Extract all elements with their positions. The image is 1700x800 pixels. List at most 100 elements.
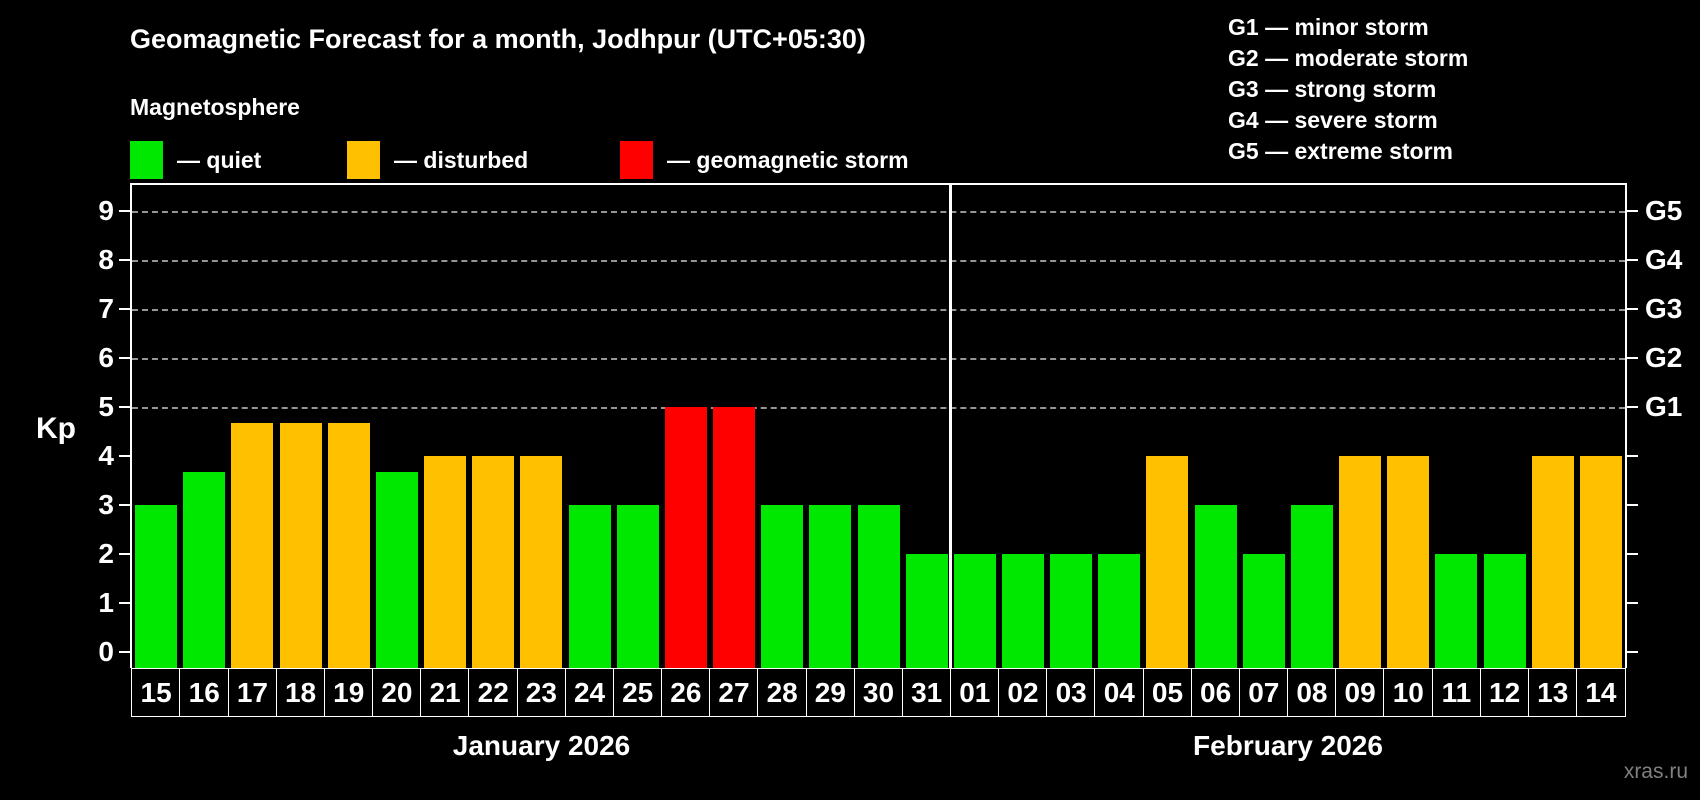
right-tick <box>1625 406 1638 408</box>
kp-bar-day-09 <box>1339 456 1382 668</box>
day-label-02: 02 <box>998 668 1048 717</box>
kp-bar-day-10 <box>1387 456 1430 668</box>
day-label-19: 19 <box>323 668 374 717</box>
kp-bar-day-04 <box>1098 554 1141 668</box>
kp-bar-day-18 <box>279 423 322 668</box>
gridline-kp8 <box>132 260 1625 262</box>
x-axis-day-labels: 15 16 17 18 19 20 21 22 23 24 25 26 27 28 29 30 31 01 02 03… <box>131 668 1626 717</box>
y-tick <box>119 651 132 653</box>
day-label-26: 26 <box>661 668 711 717</box>
kp-bar-day-21 <box>424 456 467 668</box>
g-level-label-g5: G5 <box>1645 195 1683 226</box>
day-label-11: 11 <box>1431 668 1482 717</box>
y-tick <box>119 308 132 310</box>
kp-bar-day-16 <box>183 472 226 668</box>
y-tick <box>119 455 132 457</box>
kp-bar-day-28 <box>761 505 804 668</box>
day-label-06: 06 <box>1190 668 1241 717</box>
g-legend-line: G1 — minor storm <box>1228 14 1429 40</box>
day-label-25: 25 <box>612 668 663 717</box>
day-label-14: 14 <box>1576 668 1626 717</box>
day-label-04: 04 <box>1094 668 1145 717</box>
y-tick-label: 2 <box>98 538 114 569</box>
day-label-01: 01 <box>949 668 1000 717</box>
right-tick <box>1625 357 1638 359</box>
day-label-05: 05 <box>1142 668 1193 717</box>
kp-bar-day-24 <box>568 505 611 668</box>
legend-item-quiet: — quiet <box>130 140 261 180</box>
g-scale-legend: G1 — minor storm G2 — moderate storm G3 … <box>1228 12 1468 167</box>
kp-bar-day-13 <box>1531 456 1574 668</box>
kp-bar-day-01 <box>953 554 996 668</box>
day-label-22: 22 <box>468 668 519 717</box>
kp-bar-day-17 <box>231 423 274 668</box>
y-tick <box>119 259 132 261</box>
kp-bar-day-27 <box>713 407 756 668</box>
g-legend-line: G4 — severe storm <box>1228 107 1438 133</box>
day-label-20: 20 <box>372 668 422 717</box>
kp-bar-day-29 <box>809 505 852 668</box>
right-tick <box>1625 651 1638 653</box>
kp-bar-day-15 <box>135 505 178 668</box>
right-tick <box>1625 504 1638 506</box>
page-title: Geomagnetic Forecast for a month, Jodhpu… <box>130 24 866 54</box>
y-tick-label: 1 <box>98 587 114 618</box>
gridline-kp6 <box>132 358 1625 360</box>
gridline-kp9 <box>132 211 1625 213</box>
y-tick-label: 8 <box>98 244 114 275</box>
day-label-07: 07 <box>1238 668 1289 717</box>
kp-bar-day-20 <box>375 472 418 668</box>
day-label-15: 15 <box>131 668 181 717</box>
day-label-13: 13 <box>1527 668 1578 717</box>
g-level-label-g2: G2 <box>1645 342 1683 373</box>
y-axis-title: Kp <box>36 412 76 445</box>
kp-bar-day-30 <box>857 505 900 668</box>
day-label-10: 10 <box>1383 668 1434 717</box>
kp-bar-day-08 <box>1290 505 1333 668</box>
month-separator-line <box>949 185 953 668</box>
right-tick <box>1625 259 1638 261</box>
day-label-23: 23 <box>516 668 567 717</box>
kp-bar-day-14 <box>1579 456 1622 668</box>
kp-bar-day-07 <box>1242 554 1285 668</box>
day-label-24: 24 <box>564 668 615 717</box>
right-tick <box>1625 553 1638 555</box>
kp-bar-day-03 <box>1050 554 1093 668</box>
legend-disturbed-label: — disturbed <box>394 146 529 173</box>
kp-bar-day-26 <box>664 407 707 668</box>
kp-bar-day-25 <box>616 505 659 668</box>
day-label-18: 18 <box>275 668 326 717</box>
kp-bar-day-23 <box>520 456 563 668</box>
day-label-08: 08 <box>1287 668 1337 717</box>
storm-swatch-icon <box>620 141 653 179</box>
day-label-30: 30 <box>853 668 904 717</box>
watermark: xras.ru <box>1623 760 1688 783</box>
day-label-09: 09 <box>1335 668 1385 717</box>
y-tick-label: 4 <box>98 440 114 471</box>
kp-bar-day-19 <box>327 423 370 668</box>
g-level-label-g1: G1 <box>1645 391 1683 422</box>
g-legend-line: G2 — moderate storm <box>1228 45 1469 71</box>
day-label-28: 28 <box>757 668 807 717</box>
kp-bar-day-11 <box>1435 554 1478 668</box>
gridline-kp7 <box>132 309 1625 311</box>
legend-quiet-label: — quiet <box>177 146 262 173</box>
kp-bar-day-05 <box>1146 456 1189 668</box>
right-tick <box>1625 308 1638 310</box>
disturbed-swatch-icon <box>347 141 380 179</box>
g-legend-line: G5 — extreme storm <box>1228 138 1453 164</box>
g-level-label-g3: G3 <box>1645 293 1683 324</box>
right-tick <box>1625 602 1638 604</box>
g-level-label-g4: G4 <box>1645 244 1683 275</box>
legend-storm-label: — geomagnetic storm <box>667 146 909 173</box>
kp-bar-day-02 <box>1001 554 1044 668</box>
y-tick <box>119 210 132 212</box>
y-tick <box>119 357 132 359</box>
y-tick <box>119 406 132 408</box>
g-legend-line: G3 — strong storm <box>1228 76 1437 102</box>
quiet-swatch-icon <box>130 141 163 179</box>
kp-bar-day-31 <box>905 554 948 668</box>
kp-bar-day-12 <box>1483 554 1526 668</box>
day-label-16: 16 <box>179 668 230 717</box>
